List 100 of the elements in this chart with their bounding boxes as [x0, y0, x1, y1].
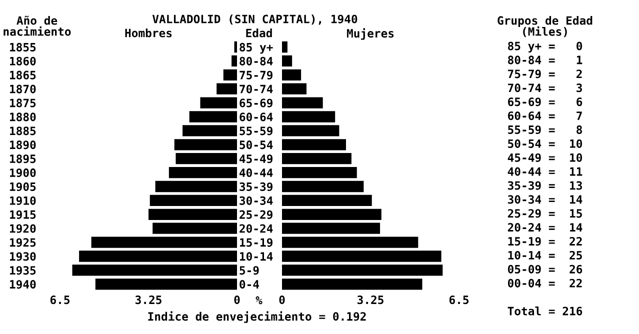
- y-tick-label: 1865: [10, 70, 36, 80]
- text: Grupos de Edad (Miles): [498, 16, 592, 38]
- y-tick-label: 1895: [10, 154, 36, 164]
- y-tick-label: 20-24: [240, 224, 273, 233]
- bar: [182, 125, 237, 136]
- bar: [282, 83, 307, 94]
- y-tick-label: 75-79: [240, 70, 272, 80]
- bar: [200, 97, 237, 108]
- bar: [282, 97, 323, 108]
- y-tick-label: 85 y+: [240, 42, 273, 54]
- y-tick-label: 25-29: [240, 210, 272, 219]
- bar: [72, 264, 237, 276]
- bar: [223, 69, 237, 80]
- y-tick-label: 40-44: [240, 168, 273, 178]
- y-tick-label: 45-49: [240, 154, 272, 164]
- y-tick-label: 70-74: [240, 84, 273, 94]
- y-tick-label: 1940: [10, 280, 36, 289]
- y-tick-label: 1855: [10, 42, 36, 52]
- bar: [91, 236, 237, 248]
- y-tick-label: 35-39: [240, 182, 272, 192]
- bar: [282, 111, 336, 122]
- bar: [282, 194, 372, 206]
- y-tick-label: 1935: [10, 266, 36, 275]
- y-axis-title: Edad: [246, 28, 272, 38]
- text: 35-39 = 13: [508, 181, 582, 190]
- bar: [155, 180, 237, 192]
- bar: [282, 208, 382, 220]
- bar: [216, 83, 237, 94]
- text: 70-74 = 3: [508, 84, 582, 92]
- bar: [282, 69, 302, 80]
- bar: [234, 41, 237, 53]
- text: 25-29 = 15: [508, 209, 582, 218]
- text: 40-44 = 11: [508, 167, 582, 176]
- bar: [232, 55, 237, 67]
- y-tick-label: 10-14: [240, 252, 273, 261]
- bar: [148, 208, 237, 220]
- text: 00-04 = 22: [508, 278, 582, 288]
- text: 10-14 = 25: [508, 250, 582, 260]
- bar: [282, 236, 418, 248]
- y-tick-label: 1920: [10, 224, 36, 233]
- bar: [282, 125, 340, 136]
- y-tick-label: 0-4: [240, 280, 260, 289]
- bar: [282, 41, 288, 53]
- bar: [282, 222, 380, 234]
- chart-subtitle: Mujeres: [346, 28, 394, 40]
- text: 80-84 = 1: [508, 56, 582, 64]
- bar: [176, 153, 237, 164]
- y-tick-label: 50-54: [240, 140, 273, 150]
- y-tick-label: 80-84: [240, 56, 273, 66]
- bar: [168, 166, 237, 178]
- text: 85 y+ = 0: [508, 42, 582, 52]
- y-axis-title: Año de nacimiento: [4, 16, 71, 36]
- y-tick-label: 65-69: [240, 98, 272, 108]
- x-tick-label: 0: [234, 295, 240, 304]
- text: 75-79 = 2: [508, 70, 582, 78]
- bar: [282, 250, 442, 262]
- text: 65-69 = 6: [508, 98, 582, 106]
- text: 45-49 = 10: [508, 153, 582, 162]
- text: Indice de envejecimiento = 0.192: [148, 311, 366, 323]
- bar: [189, 111, 237, 122]
- text: 20-24 = 14: [508, 223, 582, 232]
- bar: [282, 264, 443, 276]
- x-tick-label: 6.5: [449, 296, 469, 304]
- bar: [282, 55, 292, 67]
- x-tick-label: 3.25: [135, 295, 162, 304]
- chart-subtitle: Hombres: [125, 28, 172, 38]
- text: 15-19 = 22: [508, 236, 582, 246]
- bar: [152, 222, 237, 234]
- y-tick-label: 1860: [10, 56, 36, 66]
- bar: [282, 180, 364, 192]
- y-tick-label: 1900: [10, 168, 36, 178]
- bar: [282, 139, 346, 150]
- y-tick-label: 1925: [10, 238, 36, 247]
- text: 60-64 = 7: [508, 111, 582, 120]
- y-tick-label: 15-19: [240, 238, 272, 247]
- y-tick-label: 1915: [10, 210, 36, 219]
- text: 55-59 = 8: [508, 125, 582, 134]
- x-axis-title: %: [256, 296, 262, 304]
- y-tick-label: 1885: [10, 126, 36, 136]
- y-tick-label: 30-34: [240, 196, 273, 205]
- chart-title: VALLADOLID (SIN CAPITAL), 1940: [152, 14, 358, 25]
- x-tick-label: 6.5: [50, 296, 70, 304]
- x-tick-label: 0: [279, 295, 285, 304]
- text: 05-09 = 26: [508, 264, 582, 274]
- text: Total = 216: [508, 306, 582, 316]
- y-tick-label: 1910: [10, 196, 36, 205]
- y-tick-label: 1905: [10, 182, 36, 192]
- bar: [150, 194, 237, 206]
- bar: [282, 166, 357, 178]
- bar: [95, 278, 237, 290]
- y-tick-label: 1890: [10, 140, 36, 150]
- bar: [174, 139, 237, 150]
- bar: [282, 278, 422, 290]
- bar: [282, 153, 352, 164]
- y-tick-label: 55-59: [240, 126, 272, 136]
- y-tick-label: 1875: [10, 98, 36, 108]
- y-tick-label: 1880: [10, 112, 36, 122]
- y-tick-label: 1870: [10, 84, 36, 94]
- bar: [79, 250, 237, 262]
- x-tick-label: 3.25: [357, 295, 384, 304]
